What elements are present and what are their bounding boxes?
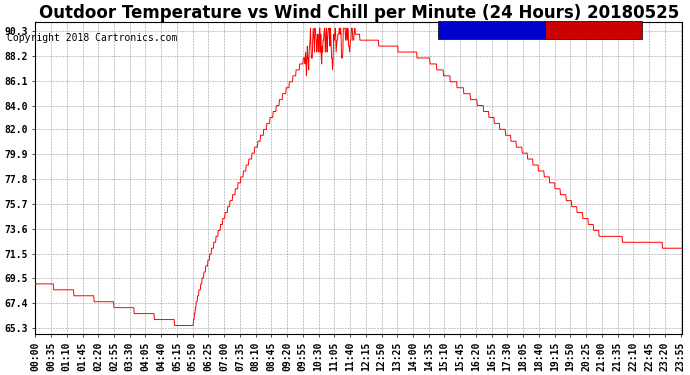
- Text: Temperature (°F): Temperature (°F): [547, 26, 647, 36]
- Title: Outdoor Temperature vs Wind Chill per Minute (24 Hours) 20180525: Outdoor Temperature vs Wind Chill per Mi…: [39, 4, 679, 22]
- Text: Wind Chill (°F): Wind Chill (°F): [440, 26, 534, 36]
- Text: Copyright 2018 Cartronics.com: Copyright 2018 Cartronics.com: [7, 33, 177, 43]
